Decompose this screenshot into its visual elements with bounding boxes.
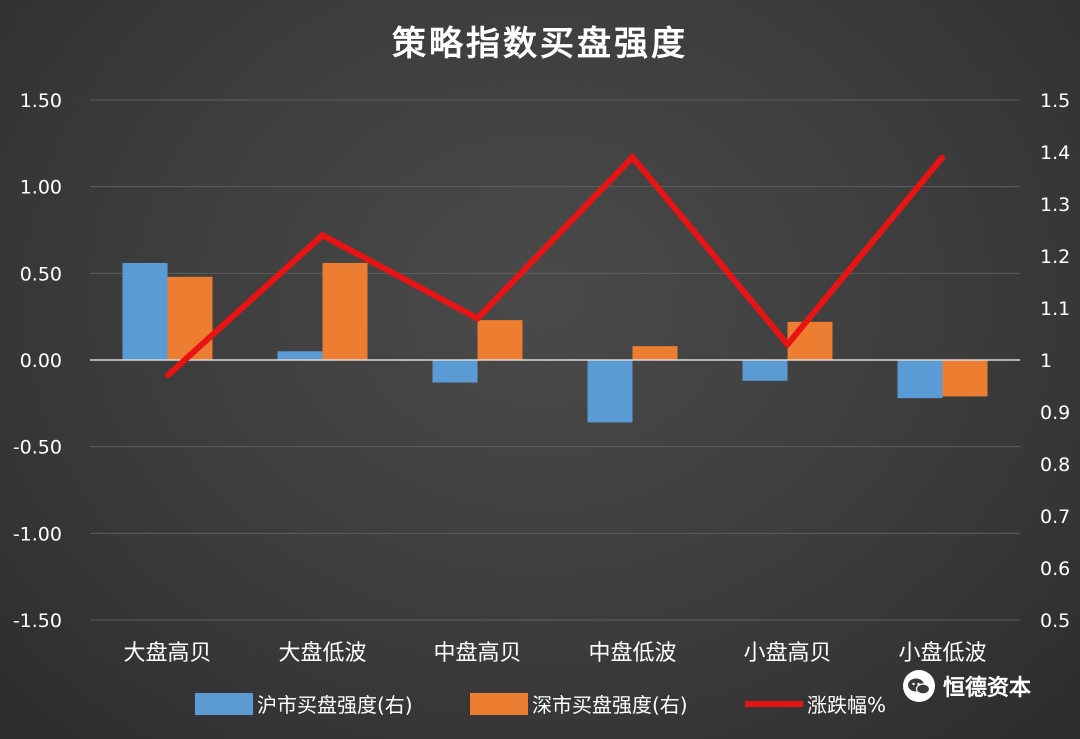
bar bbox=[122, 262, 168, 360]
bar bbox=[897, 360, 943, 399]
bar bbox=[632, 346, 678, 360]
x-category-label: 大盘低波 bbox=[278, 641, 366, 666]
y-right-tick-label: 1.1 bbox=[1040, 298, 1070, 320]
x-category-label: 小盘低波 bbox=[898, 641, 986, 666]
y-right-tick-label: 0.6 bbox=[1040, 558, 1070, 580]
y-right-tick-label: 1.5 bbox=[1040, 90, 1070, 112]
line-point bbox=[320, 232, 325, 238]
y-right-tick-label: 1 bbox=[1040, 350, 1052, 372]
chart-title: 策略指数买盘强度 bbox=[392, 24, 688, 64]
y-right-tick-label: 0.9 bbox=[1040, 402, 1070, 424]
legend: 沪市买盘强度(右) 深市买盘强度(右) 涨跌幅% bbox=[195, 693, 886, 717]
wechat-icon bbox=[903, 670, 935, 702]
series-line bbox=[165, 152, 945, 378]
bar bbox=[587, 360, 633, 423]
x-category-label: 小盘高贝 bbox=[743, 641, 831, 666]
legend-swatch bbox=[470, 693, 528, 715]
legend-label: 深市买盘强度(右) bbox=[532, 693, 688, 717]
bar bbox=[742, 360, 788, 381]
line-point bbox=[785, 341, 790, 347]
legend-swatch bbox=[195, 693, 253, 715]
bar bbox=[477, 320, 523, 360]
y-left-tick-label: 0.00 bbox=[20, 350, 62, 372]
bar bbox=[167, 276, 213, 360]
y-left-tick-label: -0.50 bbox=[13, 437, 62, 459]
bar bbox=[277, 351, 323, 360]
axis-layer: 1.50 1.00 0.50 0.00 -0.50 -1.00 -1.50 1.5 1.4 1.3… bbox=[13, 90, 1070, 666]
y-left-tick-label: 0.50 bbox=[20, 263, 62, 285]
y-left-tick-label: 1.00 bbox=[20, 177, 62, 199]
line-point bbox=[165, 373, 170, 379]
line-layer bbox=[165, 152, 945, 379]
watermark-text: 恒德资本 bbox=[943, 675, 1031, 701]
bar bbox=[322, 262, 368, 360]
y-right-tick-label: 0.7 bbox=[1040, 506, 1070, 528]
watermark: 恒德资本 bbox=[903, 670, 1031, 702]
bar bbox=[432, 360, 478, 383]
y-right-tick-label: 0.8 bbox=[1040, 454, 1070, 476]
legend-label: 涨跌幅% bbox=[807, 693, 886, 717]
y-right-tick-label: 1.3 bbox=[1040, 194, 1070, 216]
y-right-tick-label: 0.5 bbox=[1040, 610, 1070, 632]
legend-label: 沪市买盘强度(右) bbox=[257, 693, 413, 717]
x-category-label: 中盘高贝 bbox=[433, 641, 521, 666]
line-point bbox=[940, 154, 945, 160]
y-left-tick-label: -1.00 bbox=[13, 523, 62, 545]
bar bbox=[942, 360, 988, 397]
bar bbox=[787, 321, 833, 360]
y-right-tick-label: 1.4 bbox=[1040, 142, 1070, 164]
bar-layer bbox=[122, 262, 988, 423]
x-category-label: 中盘低波 bbox=[588, 641, 676, 666]
x-category-label: 大盘高贝 bbox=[123, 641, 211, 666]
line-point bbox=[475, 315, 480, 321]
y-left-tick-label: -1.50 bbox=[13, 610, 62, 632]
line-point bbox=[630, 154, 635, 160]
y-left-tick-label: 1.50 bbox=[20, 90, 62, 112]
y-right-tick-label: 1.2 bbox=[1040, 246, 1070, 268]
